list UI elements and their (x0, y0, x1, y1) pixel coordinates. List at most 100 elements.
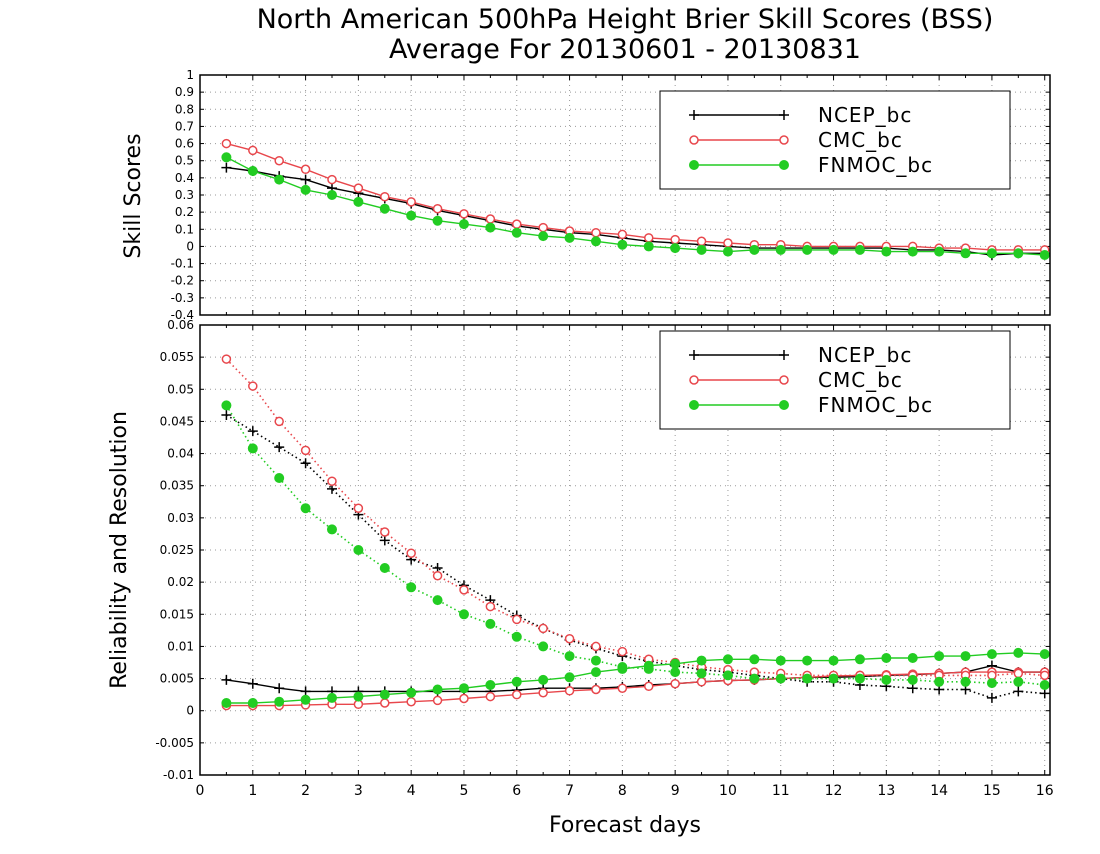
top-point-fnmoc (1039, 250, 1050, 260)
bottom-x-tick-label: 13 (877, 783, 895, 799)
bottom-legend-marker-fnmoc (779, 400, 789, 410)
bottom-point-fnmoc (670, 658, 681, 669)
top-point-cmc (617, 229, 628, 240)
bottom-x-tick-label: 12 (825, 783, 843, 799)
bottom-legend-marker-ncep (779, 350, 789, 360)
top-point-fnmoc (379, 203, 390, 214)
bottom-point-fnmoc (722, 670, 733, 681)
bottom-point-fnmoc (1039, 680, 1050, 690)
bottom-point-cmc (591, 684, 601, 695)
bottom-point-ncep (1013, 686, 1024, 697)
bottom-x-tick-label: 16 (1036, 783, 1054, 799)
top-point-fnmoc (828, 244, 839, 255)
bottom-line-fnmoc (226, 652, 1045, 704)
bottom-point-fnmoc (353, 691, 364, 702)
bottom-point-fnmoc (511, 631, 522, 642)
chart-title-line2: Average For 20130601 - 20130831 (389, 34, 861, 65)
bottom-point-fnmoc (247, 443, 258, 454)
top-point-cmc (353, 183, 364, 193)
bottom-point-fnmoc (881, 653, 892, 663)
bottom-point-fnmoc (590, 655, 601, 666)
bottom-point-fnmoc (934, 676, 945, 687)
bottom-y-tick-label: 0.015 (160, 607, 194, 621)
bottom-point-fnmoc (221, 400, 232, 411)
bottom-point-fnmoc (300, 694, 311, 705)
bottom-point-fnmoc (247, 698, 258, 708)
bottom-point-fnmoc (960, 651, 971, 662)
top-point-fnmoc (643, 241, 654, 252)
top-y-tick-label: 0.1 (175, 222, 194, 236)
bottom-point-cmc (617, 683, 628, 693)
bottom-legend-marker-cmc (779, 375, 789, 385)
bottom-point-fnmoc (353, 545, 364, 555)
top-point-fnmoc (326, 190, 337, 200)
bottom-point-fnmoc (1013, 647, 1024, 658)
bottom-point-cmc (432, 570, 443, 581)
top-point-cmc (380, 191, 390, 202)
bottom-point-fnmoc (458, 683, 469, 694)
bottom-series-fnmoc-reliability (221, 647, 1050, 708)
top-point-fnmoc (1013, 248, 1024, 259)
bottom-y-tick-label: 0.06 (167, 318, 194, 332)
bottom-point-cmc (274, 416, 284, 427)
top-point-fnmoc (511, 227, 522, 238)
top-point-cmc (406, 197, 416, 207)
bottom-point-fnmoc (590, 667, 601, 678)
top-point-fnmoc (458, 219, 469, 230)
top-point-fnmoc (617, 239, 628, 250)
bottom-point-fnmoc (1039, 649, 1050, 660)
bottom-point-cmc (564, 633, 575, 644)
bottom-point-fnmoc (379, 563, 390, 573)
top-point-fnmoc (432, 215, 443, 226)
bottom-point-cmc (248, 381, 258, 391)
top-y-tick-label: 1 (186, 68, 194, 82)
top-legend-marker-ncep (689, 110, 699, 120)
bottom-y-tick-label: 0.01 (167, 639, 194, 653)
bottom-y-tick-label: 0.05 (167, 382, 194, 396)
bottom-point-fnmoc (538, 674, 549, 685)
top-point-cmc (221, 138, 232, 149)
top-y-tick-label: -0.2 (171, 274, 194, 288)
top-point-cmc (432, 203, 443, 214)
bottom-x-tick-label: 5 (460, 783, 469, 799)
bottom-x-tick-label: 14 (930, 783, 948, 799)
bottom-point-fnmoc (458, 609, 469, 620)
bottom-point-fnmoc (775, 655, 786, 666)
bottom-point-cmc (406, 548, 416, 558)
bottom-y-tick-label: -0.01 (163, 768, 194, 782)
bottom-point-fnmoc (432, 595, 443, 606)
bottom-point-fnmoc (564, 651, 575, 662)
bottom-point-cmc (644, 681, 654, 692)
bottom-point-cmc (485, 601, 496, 612)
bottom-point-cmc (564, 686, 575, 696)
bottom-point-fnmoc (749, 673, 760, 684)
top-point-cmc (512, 219, 522, 229)
bottom-x-tick-label: 0 (196, 783, 205, 799)
bottom-y-tick-label: 0.035 (160, 479, 194, 493)
top-legend-marker-cmc (689, 135, 699, 145)
top-point-cmc (274, 155, 284, 166)
bottom-x-tick-label: 7 (565, 783, 574, 799)
bottom-legend-marker-ncep (689, 350, 699, 360)
bottom-point-fnmoc (907, 674, 918, 685)
bottom-point-fnmoc (406, 582, 417, 593)
bottom-y-tick-label: 0.03 (167, 511, 194, 525)
top-y-tick-label: -0.3 (171, 291, 194, 305)
top-point-fnmoc (854, 244, 865, 255)
bottom-y-tick-label: 0.025 (160, 543, 194, 557)
bottom-point-fnmoc (696, 668, 707, 679)
top-plot-frame (199, 74, 1051, 316)
bottom-point-ncep (379, 535, 390, 546)
top-y-tick-label: 0.7 (175, 119, 194, 133)
bottom-point-fnmoc (274, 696, 285, 707)
bottom-y-tick-label: 0 (186, 704, 194, 718)
top-point-fnmoc (300, 184, 311, 195)
top-point-ncep (221, 162, 232, 173)
top-point-cmc (591, 227, 601, 238)
top-point-fnmoc (221, 152, 232, 163)
bottom-point-fnmoc (538, 641, 549, 652)
bottom-legend-label-cmc: CMC_bc (818, 368, 903, 392)
bottom-point-ncep (274, 683, 285, 694)
top-point-fnmoc (960, 248, 971, 259)
bottom-point-fnmoc (907, 653, 918, 663)
